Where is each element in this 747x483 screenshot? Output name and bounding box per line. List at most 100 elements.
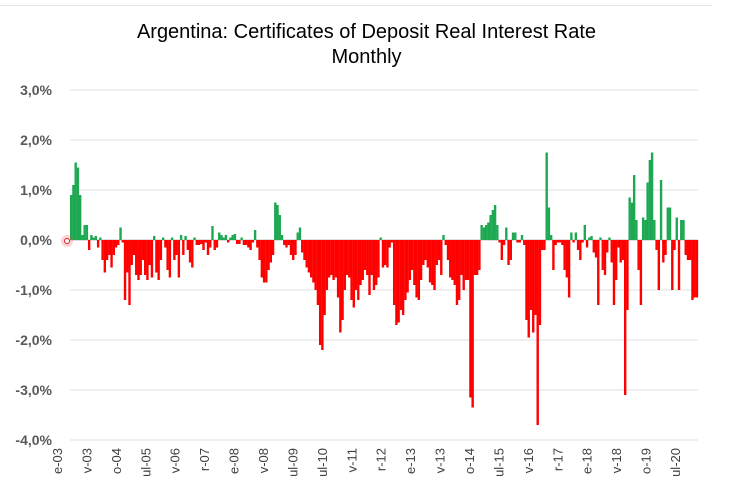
bar	[103, 240, 107, 273]
bar	[677, 240, 681, 290]
bar	[126, 240, 129, 273]
bar	[397, 240, 400, 323]
bar	[139, 240, 142, 275]
bar	[460, 240, 463, 275]
bar	[312, 240, 315, 283]
bar	[408, 240, 412, 280]
bar	[487, 222, 490, 240]
bar	[112, 240, 115, 255]
bar	[689, 240, 692, 260]
bar	[269, 240, 272, 263]
bar	[184, 236, 187, 240]
bar	[655, 240, 658, 250]
bar	[478, 240, 481, 270]
bar	[224, 235, 228, 240]
bar	[471, 240, 474, 408]
bar	[249, 240, 252, 250]
bar	[256, 240, 259, 248]
bar	[648, 160, 652, 240]
bar	[144, 240, 147, 275]
bar	[603, 240, 607, 275]
bar	[592, 240, 595, 253]
bar	[94, 236, 98, 240]
bar	[561, 240, 564, 245]
bar	[608, 237, 611, 240]
bar	[309, 240, 313, 278]
bar	[318, 240, 322, 345]
top-rule	[0, 5, 712, 6]
bar	[260, 240, 264, 278]
bar	[265, 240, 268, 283]
bar	[424, 240, 427, 260]
bar	[377, 240, 380, 278]
bar	[417, 240, 421, 300]
x-axis-labels: e-03 v-03 o-04 ul-05 v-06 r-07 e-08 v-08 ul-09 ul…	[50, 448, 683, 477]
bar	[536, 240, 539, 425]
bar	[359, 240, 362, 285]
bar	[289, 240, 293, 255]
x-tick-label: ul-10	[315, 448, 330, 477]
bar	[330, 240, 333, 275]
bar	[166, 240, 169, 270]
bar	[325, 240, 329, 290]
bar	[545, 152, 548, 240]
bar	[639, 240, 643, 305]
bar	[610, 240, 613, 263]
bar	[85, 225, 89, 240]
bar	[375, 240, 378, 285]
bar	[332, 240, 335, 280]
bar	[301, 240, 304, 253]
bar	[435, 240, 438, 265]
bar	[202, 240, 205, 250]
bar	[563, 240, 566, 270]
bar	[157, 240, 160, 280]
bar	[426, 240, 429, 268]
bar	[615, 240, 618, 280]
bar	[576, 240, 580, 250]
bar	[511, 232, 515, 240]
bar	[498, 240, 501, 243]
bar	[395, 240, 398, 325]
bar	[453, 240, 456, 285]
bar	[558, 240, 562, 243]
bar	[415, 240, 418, 298]
x-tick-label: ul-20	[668, 448, 683, 477]
bar	[527, 240, 530, 338]
bar	[267, 240, 270, 270]
bar	[128, 240, 131, 305]
bar	[150, 240, 154, 278]
bar	[455, 240, 459, 305]
bar	[686, 240, 690, 260]
bar	[229, 237, 232, 240]
x-tick-label: v-06	[168, 448, 183, 473]
bar	[350, 240, 353, 300]
x-tick-label: o-04	[109, 448, 124, 474]
bar	[489, 215, 492, 240]
bar	[482, 227, 486, 240]
y-tick-label: -2,0%	[15, 332, 52, 348]
bar	[572, 240, 575, 243]
bar	[534, 240, 537, 315]
chart-title: Argentina: Certificates of Deposit Real …	[0, 20, 733, 70]
gridlines	[70, 89, 698, 441]
x-tick-label: ul-15	[491, 448, 506, 477]
bar	[240, 237, 243, 240]
chart-title-line: Argentina: Certificates of Deposit Real …	[136, 21, 597, 43]
bar	[352, 240, 355, 308]
x-tick-label: o-19	[639, 448, 654, 474]
bar	[81, 235, 84, 240]
bar	[514, 232, 517, 240]
bar	[298, 227, 302, 240]
bar	[431, 240, 434, 285]
bar	[182, 240, 185, 255]
bar	[372, 240, 376, 290]
bar	[682, 220, 685, 240]
bar	[242, 240, 246, 245]
bar	[410, 240, 414, 270]
bar	[585, 240, 589, 248]
bar	[691, 240, 694, 300]
bar	[363, 240, 367, 270]
bar	[206, 240, 210, 255]
bar	[141, 240, 145, 260]
bar	[413, 240, 416, 285]
